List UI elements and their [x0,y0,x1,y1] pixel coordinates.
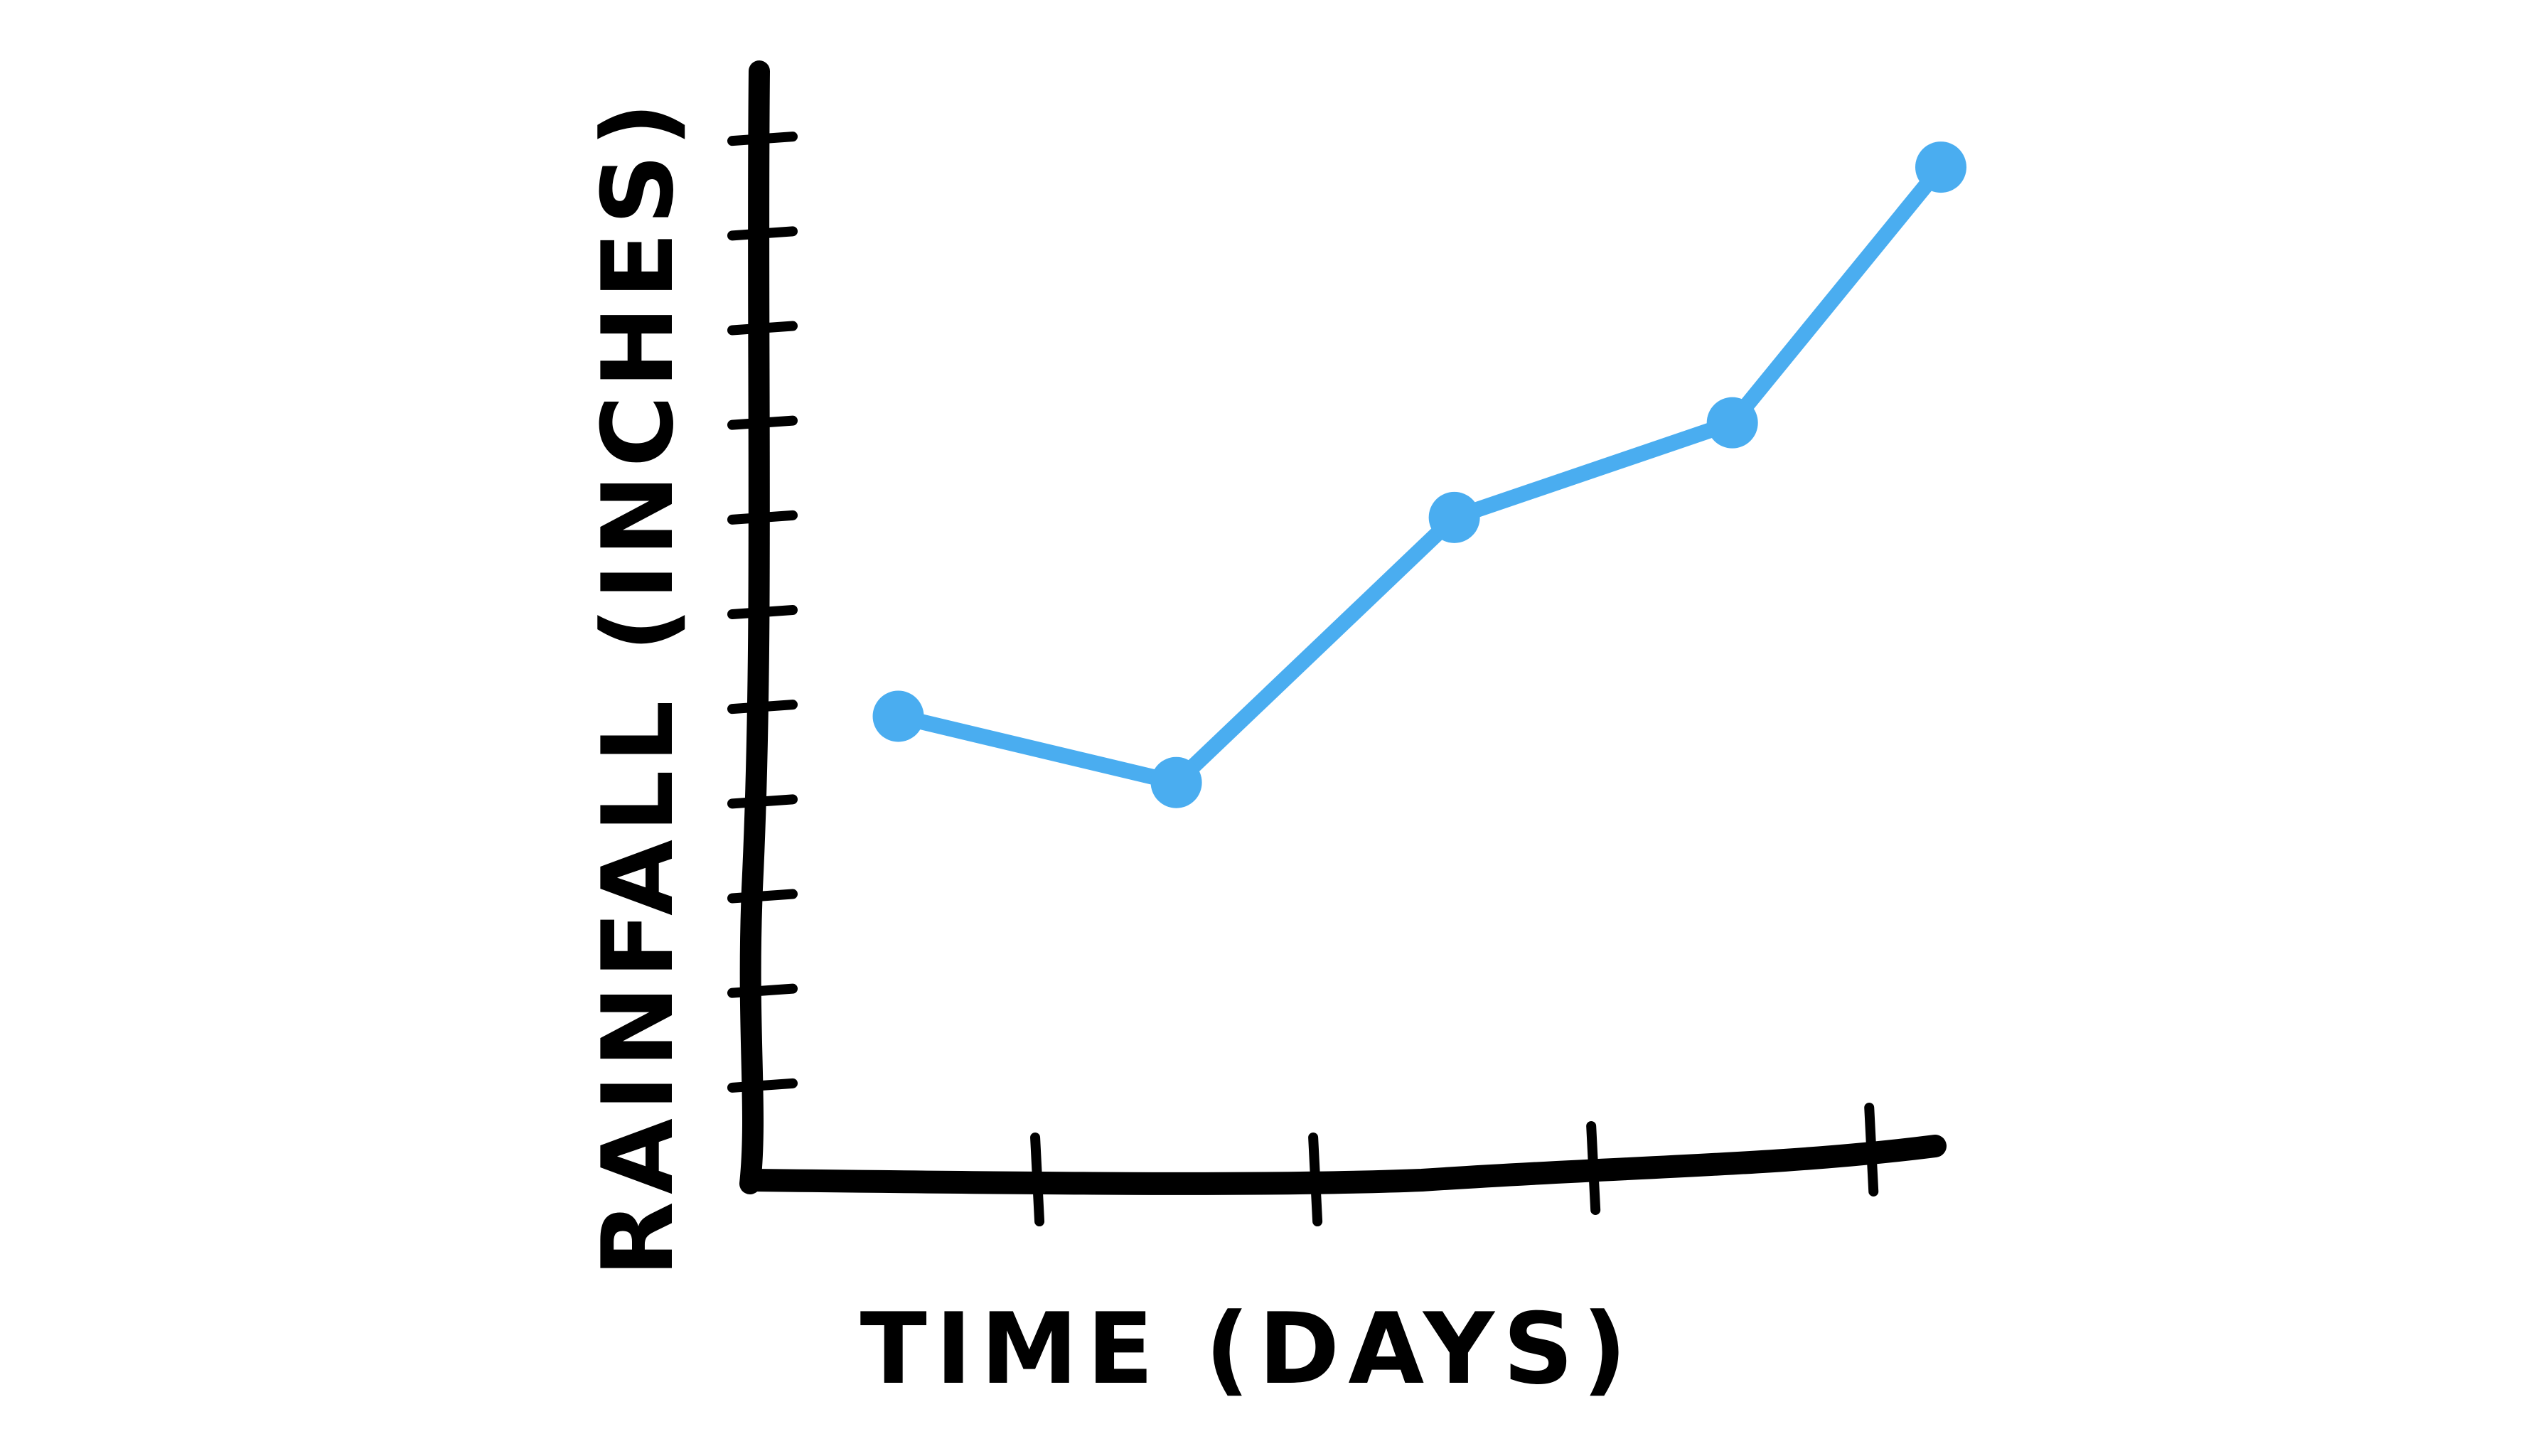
data-point [1706,397,1758,449]
x-axis-label: TIME (DAYS) [860,1292,1636,1406]
x-axis-line [742,1135,1947,1195]
y-axis-line [739,60,770,1194]
data-point [872,690,924,742]
rainfall-series-line [890,159,1949,791]
data-points [872,141,1966,808]
data-point [1428,491,1480,543]
data-point [1915,141,1966,193]
data-point [1150,756,1202,808]
y-axis-label: RAINFALL (INCHES) [581,95,695,1277]
